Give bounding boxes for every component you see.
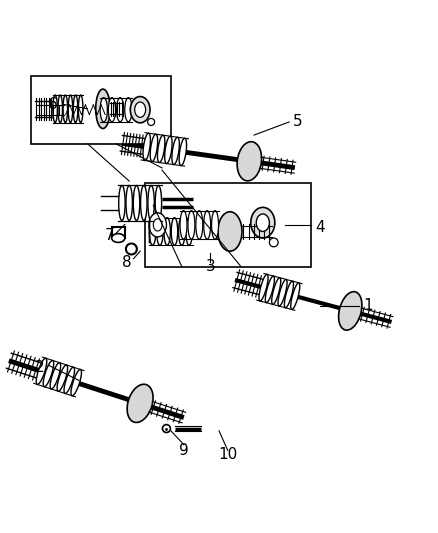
Ellipse shape (172, 137, 179, 165)
Ellipse shape (157, 135, 165, 163)
Ellipse shape (164, 217, 170, 245)
Ellipse shape (141, 185, 147, 221)
Ellipse shape (131, 96, 150, 123)
Ellipse shape (204, 211, 211, 239)
Ellipse shape (179, 217, 185, 245)
Ellipse shape (126, 185, 132, 221)
Ellipse shape (269, 238, 278, 247)
Ellipse shape (157, 217, 163, 245)
Text: 7: 7 (105, 228, 114, 244)
Ellipse shape (153, 219, 162, 231)
Ellipse shape (265, 276, 275, 303)
Ellipse shape (291, 283, 300, 310)
Ellipse shape (278, 279, 287, 306)
Ellipse shape (58, 95, 63, 123)
Ellipse shape (251, 207, 275, 238)
Ellipse shape (150, 134, 158, 161)
Ellipse shape (149, 217, 156, 245)
Bar (145, 183, 311, 266)
Ellipse shape (162, 425, 170, 432)
Ellipse shape (135, 102, 145, 117)
Ellipse shape (155, 185, 162, 221)
Ellipse shape (127, 384, 153, 423)
Ellipse shape (188, 211, 195, 239)
Ellipse shape (272, 278, 281, 304)
Ellipse shape (148, 118, 155, 125)
Ellipse shape (180, 211, 187, 239)
Text: 6: 6 (48, 97, 57, 112)
Text: 9: 9 (179, 443, 189, 458)
Ellipse shape (237, 142, 261, 181)
Ellipse shape (212, 211, 219, 239)
Ellipse shape (57, 365, 67, 391)
Ellipse shape (108, 98, 116, 122)
Bar (31, 76, 171, 144)
Ellipse shape (165, 136, 172, 164)
Ellipse shape (36, 358, 47, 384)
Ellipse shape (63, 95, 67, 123)
Ellipse shape (148, 185, 154, 221)
Ellipse shape (133, 185, 140, 221)
Ellipse shape (78, 95, 83, 123)
Ellipse shape (284, 281, 293, 308)
Ellipse shape (64, 367, 74, 393)
Ellipse shape (100, 98, 107, 122)
Ellipse shape (218, 212, 242, 251)
Ellipse shape (256, 214, 269, 231)
Ellipse shape (53, 95, 57, 123)
Text: 10: 10 (218, 447, 237, 462)
Ellipse shape (126, 244, 137, 254)
Text: 4: 4 (315, 220, 325, 235)
Ellipse shape (149, 213, 166, 237)
Text: 2: 2 (35, 360, 44, 375)
Ellipse shape (171, 217, 178, 245)
Ellipse shape (95, 89, 110, 128)
Ellipse shape (117, 98, 124, 122)
Text: 8: 8 (122, 255, 132, 270)
Ellipse shape (43, 360, 54, 387)
Text: 5: 5 (293, 115, 303, 130)
Ellipse shape (196, 211, 203, 239)
Ellipse shape (143, 133, 150, 160)
Ellipse shape (50, 362, 60, 389)
Ellipse shape (186, 217, 192, 245)
Ellipse shape (68, 95, 73, 123)
Ellipse shape (259, 274, 268, 301)
Text: 3: 3 (205, 259, 215, 274)
Ellipse shape (179, 138, 187, 166)
Ellipse shape (112, 233, 125, 243)
Ellipse shape (119, 185, 125, 221)
Text: 1: 1 (363, 298, 373, 313)
Ellipse shape (125, 98, 132, 122)
Ellipse shape (73, 95, 78, 123)
Ellipse shape (71, 369, 81, 396)
Ellipse shape (339, 292, 362, 330)
